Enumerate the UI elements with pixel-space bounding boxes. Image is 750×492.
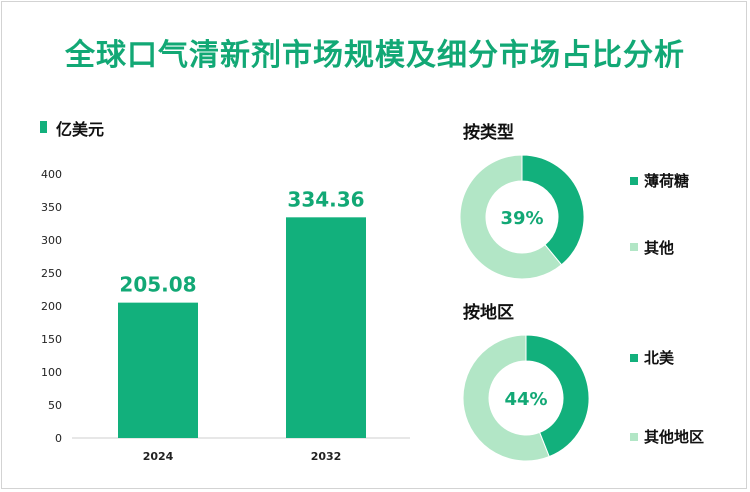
legend-label-other-region: 其他地区 (644, 428, 705, 446)
y-tick-label: 250 (41, 267, 62, 280)
pie-type-title: 按类型 (463, 123, 514, 143)
y-tick-label: 150 (41, 333, 62, 346)
legend-label-north-america: 北美 (644, 349, 675, 367)
x-tick-label: 2032 (311, 450, 342, 463)
unit-legend-marker (40, 121, 47, 133)
pie-slice (459, 154, 563, 280)
pie-center-label: 39% (500, 208, 543, 229)
legend-marker-mint (630, 177, 638, 185)
pie-slice (525, 334, 590, 458)
bar-value-label: 334.36 (287, 187, 364, 211)
legend-label-other-type: 其他 (644, 239, 675, 257)
unit-legend-label: 亿美元 (56, 120, 105, 139)
y-tick-label: 100 (41, 366, 62, 379)
pie-region-title: 按地区 (463, 303, 514, 323)
legend-marker-north-america (630, 354, 638, 362)
pie-slice (462, 334, 550, 462)
bar-value-label: 205.08 (119, 273, 196, 297)
legend-marker-other-type (630, 243, 638, 251)
y-tick-label: 200 (41, 300, 62, 313)
y-tick-label: 50 (48, 399, 62, 412)
legend-label-mint: 薄荷糖 (644, 172, 690, 190)
chart-title: 全球口气清新剂市场规模及细分市场占比分析 (65, 38, 685, 73)
y-tick-label: 350 (41, 201, 62, 214)
bar-2024 (118, 302, 198, 438)
pie-center-label: 44% (504, 389, 547, 410)
y-tick-label: 0 (55, 432, 62, 445)
bar-2032 (286, 217, 366, 438)
x-tick-label: 2024 (143, 450, 174, 463)
y-tick-label: 400 (41, 168, 62, 181)
pie-slice (521, 154, 585, 266)
y-tick-label: 300 (41, 234, 62, 247)
legend-marker-other-region (630, 433, 638, 441)
